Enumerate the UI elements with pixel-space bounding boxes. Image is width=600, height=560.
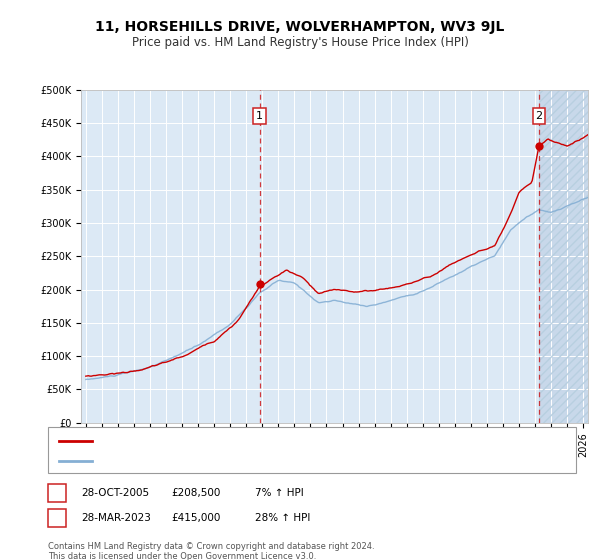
Text: £415,000: £415,000 <box>171 513 220 523</box>
Text: Price paid vs. HM Land Registry's House Price Index (HPI): Price paid vs. HM Land Registry's House … <box>131 36 469 49</box>
Text: 1: 1 <box>256 111 263 122</box>
Text: Contains HM Land Registry data © Crown copyright and database right 2024.
This d: Contains HM Land Registry data © Crown c… <box>48 542 374 560</box>
Text: 7% ↑ HPI: 7% ↑ HPI <box>255 488 304 498</box>
Text: 11, HORSEHILLS DRIVE, WOLVERHAMPTON, WV3 9JL (detached house): 11, HORSEHILLS DRIVE, WOLVERHAMPTON, WV3… <box>99 436 466 446</box>
Text: 28-OCT-2005: 28-OCT-2005 <box>81 488 149 498</box>
Bar <box>539 90 600 423</box>
Text: £208,500: £208,500 <box>171 488 220 498</box>
Text: 2: 2 <box>53 513 61 523</box>
Text: 28-MAR-2023: 28-MAR-2023 <box>81 513 151 523</box>
Text: HPI: Average price, detached house, Wolverhampton: HPI: Average price, detached house, Wolv… <box>99 456 374 466</box>
Text: 1: 1 <box>53 488 61 498</box>
Text: 11, HORSEHILLS DRIVE, WOLVERHAMPTON, WV3 9JL: 11, HORSEHILLS DRIVE, WOLVERHAMPTON, WV3… <box>95 20 505 34</box>
Bar <box>539 90 600 423</box>
Text: 2: 2 <box>535 111 542 122</box>
Text: 28% ↑ HPI: 28% ↑ HPI <box>255 513 310 523</box>
